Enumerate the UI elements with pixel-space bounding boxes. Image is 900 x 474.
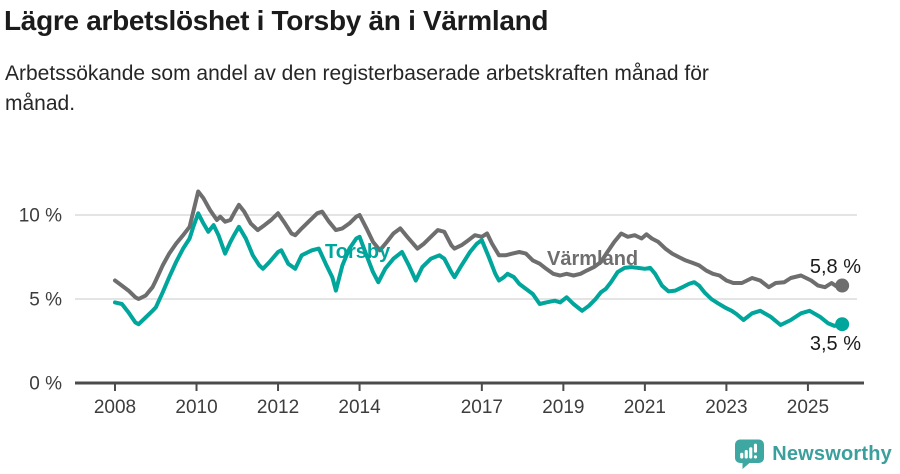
end-dot-värmland <box>835 278 850 293</box>
y-tick-label-5: 5 % <box>29 290 62 311</box>
x-tick-label-2008: 2008 <box>94 397 136 418</box>
newsworthy-logo: Newsworthy <box>734 439 892 469</box>
bar-chart-glyph <box>740 443 758 459</box>
subtitle-line-2: månad. <box>5 91 76 115</box>
end-value-label-torsby: 3,5 % <box>810 333 861 355</box>
x-tick-label-2010: 2010 <box>175 397 217 418</box>
end-dot-torsby <box>835 317 850 332</box>
chart-subtitle: Arbetssökande som andel av den registerb… <box>5 59 900 119</box>
line-värmland <box>113 189 845 301</box>
x-tick-label-2025: 2025 <box>787 397 829 418</box>
x-tick-label-2023: 2023 <box>705 397 747 418</box>
axis-group: 2008 2010 2012 2014 2017 2019 2021 2023 2025 <box>75 381 864 418</box>
y-tick-label-0: 0 % <box>29 374 62 395</box>
newsworthy-wordmark: Newsworthy <box>772 442 892 465</box>
series-label-varmland: Värmland <box>547 248 638 270</box>
gridlines-group: 0 % 5 % 10 % <box>19 206 857 395</box>
newsworthy-chart-bubble-icon <box>735 439 765 469</box>
page-title: Lägre arbetslöshet i Torsby än i Värmlan… <box>4 5 549 36</box>
x-tick-label-2021: 2021 <box>624 397 666 418</box>
x-tick-label-2017: 2017 <box>461 397 503 418</box>
x-tick-label-2019: 2019 <box>542 397 584 418</box>
annotations-group: Torsby Värmland 5,8 % 3,5 % <box>325 241 861 355</box>
series-label-torsby: Torsby <box>325 241 391 263</box>
exclamation-dot <box>754 455 758 459</box>
exclamation-bar <box>754 443 758 453</box>
end-value-label-varmland: 5,8 % <box>810 256 861 278</box>
x-tick-label-2012: 2012 <box>257 397 299 418</box>
series-lines-group <box>113 189 850 332</box>
line-torsby <box>113 211 845 328</box>
subtitle-line-1: Arbetssökande som andel av den registerb… <box>5 61 709 85</box>
y-tick-label-10: 10 % <box>19 206 62 227</box>
x-tick-label-2014: 2014 <box>338 397 381 418</box>
chart-header: Lägre arbetslöshet i Torsby än i Värmlan… <box>0 0 900 119</box>
